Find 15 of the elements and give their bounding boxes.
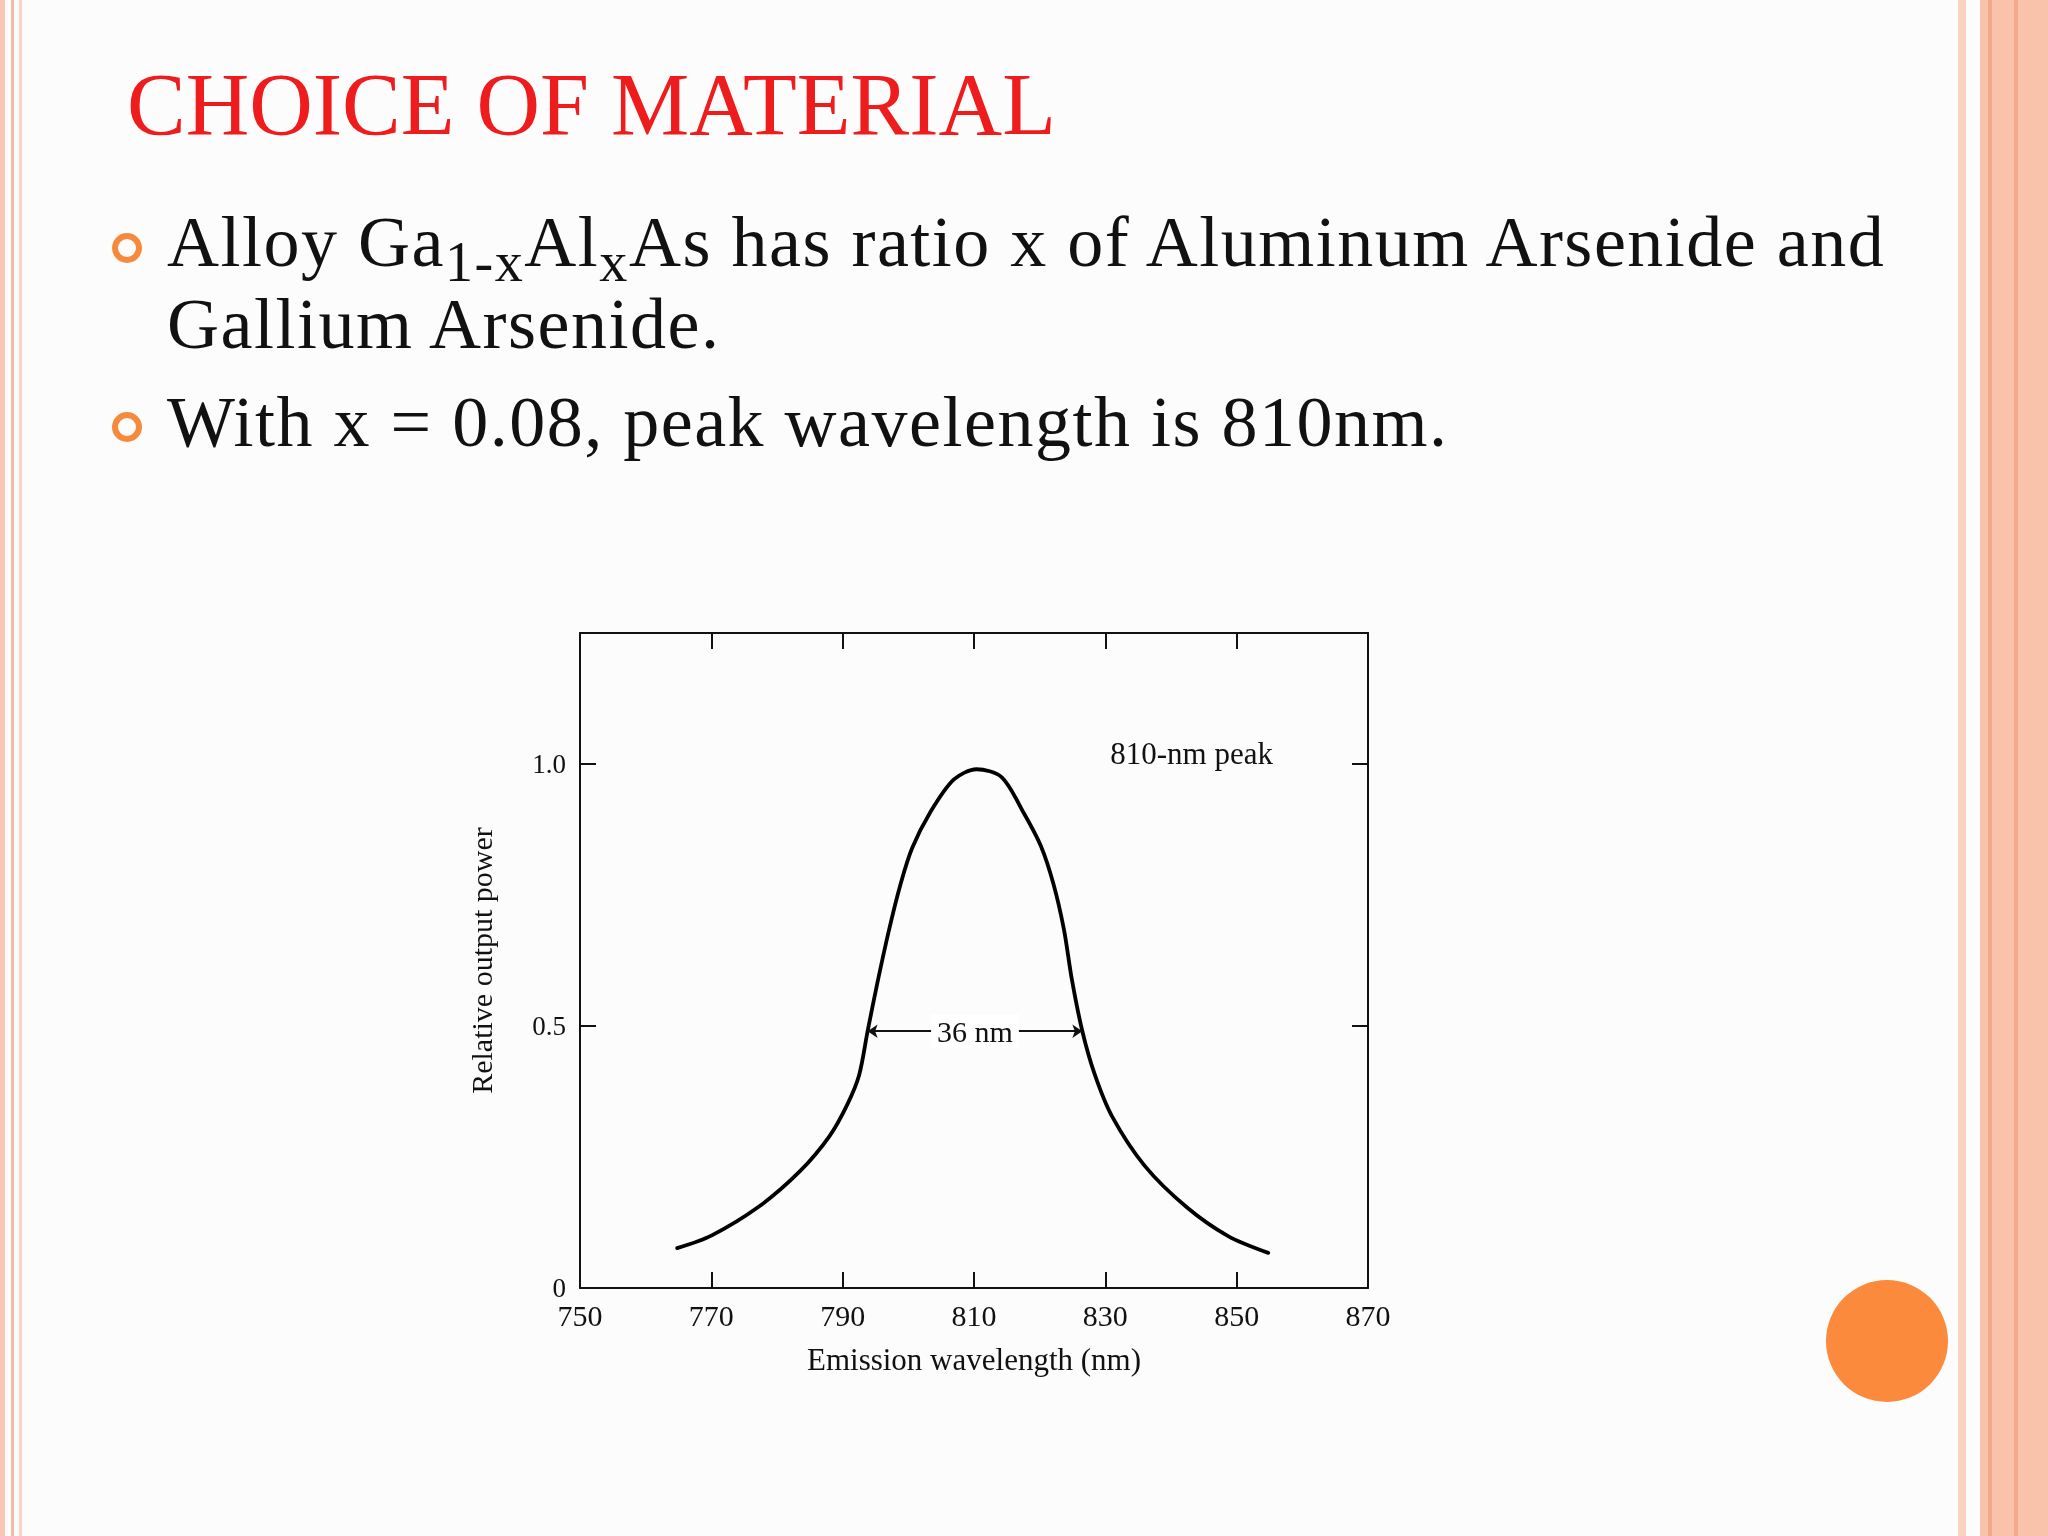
x-tick-label: 810 — [951, 1298, 997, 1332]
x-axis-title: Emission wavelength (nm) — [806, 1342, 1142, 1377]
y-tick-label: 1.0 — [532, 749, 566, 779]
x-tick-label: 830 — [1082, 1298, 1128, 1332]
text: Alloy Ga$_{1-x}$Al$_{x}$As has ratio x of Aluminum Arsenide and Gallium Arsenide. — [167, 201, 1887, 365]
x-tick-label: 870 — [1345, 1298, 1391, 1332]
x-tick-label: 790 — [820, 1298, 866, 1332]
y-tick-label: 0.5 — [532, 1011, 566, 1041]
chart-title: CHOICE OF MATERIAL — [127, 56, 1056, 153]
y-axis-title: Relative output power — [464, 827, 498, 1094]
annotation: 36 nm — [937, 1014, 1013, 1048]
text: With x = 0.08, peak wavelength is 810nm. — [167, 381, 1450, 463]
x-tick-label: 770 — [688, 1298, 734, 1332]
text: 810-nm peak — [1110, 736, 1274, 771]
x-tick-label: 850 — [1214, 1298, 1260, 1332]
